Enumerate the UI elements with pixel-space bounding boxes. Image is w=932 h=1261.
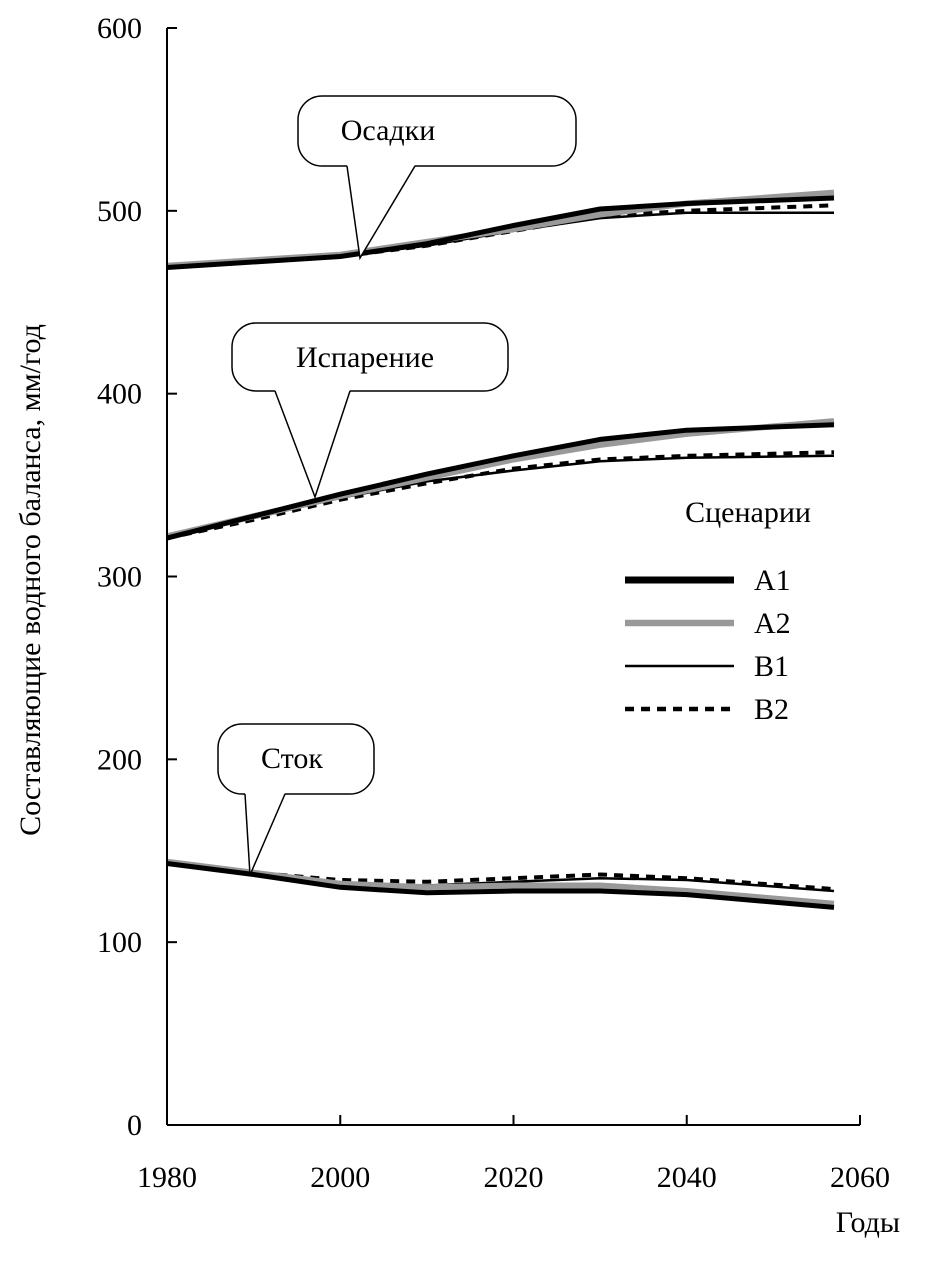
x-tick-label: 2020 [484, 1161, 544, 1194]
y-tick-label: 500 [97, 195, 142, 228]
x-tick-label: 2060 [830, 1161, 890, 1194]
legend: Сценарии A1 A2 B1 B2 [625, 496, 811, 726]
callout-stok: Сток [217, 723, 375, 876]
y-tick-label: 600 [97, 12, 142, 45]
y-tick-label: 100 [97, 926, 142, 959]
callout-pointer [346, 165, 416, 261]
series-layer [166, 189, 835, 910]
axes: 0 100 200 300 400 500 600 1980 2000 2020 2040 2060 [97, 12, 890, 1194]
series-line-a1 [166, 195, 835, 270]
series-line-a1 [166, 861, 835, 910]
callout-label: Испарение [296, 341, 434, 374]
legend-label-b2: B2 [754, 693, 789, 726]
callout-osadki: Осадки [297, 95, 577, 261]
callout-label: Осадки [341, 114, 436, 147]
x-tick-label: 2040 [657, 1161, 717, 1194]
callout-pointer-fill [275, 390, 350, 497]
y-tick-label: 300 [97, 561, 142, 594]
x-axis-title: Годы [836, 1206, 900, 1239]
callout-pointer [274, 390, 351, 500]
callout-isparenie: Испарение [231, 322, 509, 500]
y-axis-title: Составляющие водного баланса, мм/год [14, 324, 47, 836]
x-tick-label: 1980 [137, 1161, 197, 1194]
x-tick-label: 2000 [310, 1161, 370, 1194]
legend-label-b1: B1 [754, 650, 789, 683]
callout-box [297, 95, 577, 167]
series-line-a1 [166, 422, 835, 541]
callouts: Осадки Испарение Сток [217, 95, 577, 876]
callout-pointer [244, 793, 286, 876]
callout-pointer-fill [245, 793, 285, 875]
callout-box [217, 723, 375, 795]
legend-label-a1: A1 [754, 564, 791, 597]
legend-title: Сценарии [685, 496, 811, 529]
y-tick-label: 400 [97, 378, 142, 411]
callout-pointer-fill [347, 165, 415, 258]
legend-label-a2: A2 [754, 607, 791, 640]
y-tick-label: 0 [127, 1109, 142, 1142]
callout-box [231, 322, 509, 392]
callout-label: Сток [261, 742, 323, 775]
y-tick-label: 200 [97, 743, 142, 776]
